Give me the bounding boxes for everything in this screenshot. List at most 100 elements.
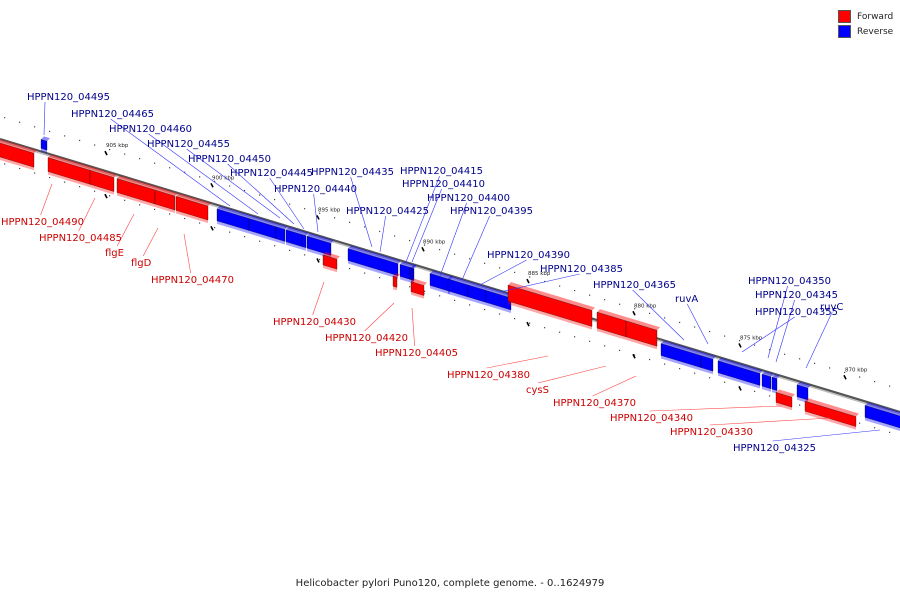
gene-hppn120_04495[interactable] xyxy=(40,136,50,154)
gene-hppn120_04385[interactable] xyxy=(485,287,514,313)
minor-dot xyxy=(319,258,321,261)
tick-label: 900 kbp xyxy=(212,175,235,181)
gene-hppn120_04430[interactable] xyxy=(322,251,340,273)
tick-mark xyxy=(316,258,320,263)
minor-dot xyxy=(559,285,561,287)
minor-dot xyxy=(574,336,576,338)
minor-dot xyxy=(799,404,801,406)
gene-label: HPPN120_04495 xyxy=(27,92,110,103)
minor-dot xyxy=(109,195,111,197)
minor-dot xyxy=(79,186,81,188)
leader-line xyxy=(227,163,295,225)
minor-dot xyxy=(679,321,681,324)
gene-label: HPPN120_04460 xyxy=(109,124,192,135)
minor-dot xyxy=(499,313,501,315)
gene-label: HPPN120_04345 xyxy=(755,290,838,301)
tick-mark xyxy=(104,193,108,199)
leader-line xyxy=(312,281,325,316)
minor-dot xyxy=(409,239,411,242)
gene-label: HPPN120_04440 xyxy=(274,184,357,195)
minor-dot xyxy=(514,271,516,273)
gene-hppn120_04345[interactable] xyxy=(771,374,780,394)
gene-hppn120_04350[interactable] xyxy=(761,371,774,392)
gene-label: HPPN120_04365 xyxy=(593,280,676,291)
gene-hppn120_04445[interactable] xyxy=(301,231,309,251)
gene-hppn120_04330[interactable] xyxy=(804,398,859,430)
gene-label: HPPN120_04370 xyxy=(553,398,636,409)
leader-line xyxy=(649,405,783,412)
legend-label-forward: Forward xyxy=(857,11,894,22)
minor-dot xyxy=(724,335,726,337)
leader-line xyxy=(411,188,442,263)
gene-hppn120_04435[interactable] xyxy=(347,245,401,279)
gene-hppn120_04325[interactable] xyxy=(864,402,900,431)
gene-hppn120_04455[interactable] xyxy=(275,223,288,245)
minor-dot xyxy=(874,380,876,383)
leader-line xyxy=(775,299,795,363)
gene-hppn120_04405[interactable] xyxy=(410,278,427,299)
gene-label: HPPN120_04490 xyxy=(1,217,84,228)
minor-dot xyxy=(49,176,51,179)
gene-unnamed[interactable] xyxy=(0,138,37,171)
axis-shadow xyxy=(0,140,900,415)
minor-dot xyxy=(574,289,576,292)
gene-hppn120_04470[interactable] xyxy=(175,193,211,224)
gene-hppn120_04460[interactable] xyxy=(248,215,279,242)
gene-ruvc[interactable] xyxy=(796,381,811,404)
gene-hppn120_04355[interactable] xyxy=(717,357,763,389)
minor-dot xyxy=(469,258,471,260)
tick-label: 875 kbp xyxy=(740,335,763,341)
gene-label: HPPN120_04400 xyxy=(427,193,510,204)
gene-label: HPPN120_04385 xyxy=(540,264,623,275)
minor-dot xyxy=(349,267,351,270)
leader-line xyxy=(686,303,709,345)
tick-mark xyxy=(210,225,214,231)
gene-label: cysS xyxy=(526,385,549,396)
gene-hppn120_04380[interactable] xyxy=(507,282,595,330)
minor-dot xyxy=(844,371,846,374)
legend-item-reverse: Reverse xyxy=(838,24,893,39)
minor-dot xyxy=(304,254,306,256)
gene-ruva[interactable] xyxy=(700,352,716,375)
minor-dot xyxy=(784,353,786,355)
leader-line xyxy=(477,259,527,287)
leader-line xyxy=(439,202,467,277)
gene-label: HPPN120_04410 xyxy=(402,179,485,190)
minor-dot xyxy=(184,217,186,220)
leader-line xyxy=(269,177,305,230)
minor-dot xyxy=(259,194,261,196)
leader-line xyxy=(709,417,831,426)
gene-hppn120_04370[interactable] xyxy=(625,317,660,350)
minor-dot xyxy=(649,312,651,314)
gene-hppn120_04490[interactable] xyxy=(47,154,93,188)
gene-hppn120_04425[interactable] xyxy=(399,261,413,283)
gene-hppn120_04390[interactable] xyxy=(467,281,489,306)
gene-hppn120_04400[interactable] xyxy=(429,270,453,295)
minor-dot xyxy=(799,358,801,360)
minor-dot xyxy=(139,204,141,206)
gene-hppn120_04420[interactable] xyxy=(392,273,400,291)
minor-dot xyxy=(559,331,561,333)
minor-dot xyxy=(199,176,201,178)
minor-dot xyxy=(529,322,531,324)
gene-hppn120_04340[interactable] xyxy=(775,389,795,411)
gene-hppn120_04485[interactable] xyxy=(89,167,117,195)
gene-hppn120_04465[interactable] xyxy=(216,205,252,234)
minor-dot xyxy=(259,240,261,242)
minor-dot xyxy=(19,167,21,170)
gene-hppn120_04395[interactable] xyxy=(447,275,471,300)
minor-dot xyxy=(634,354,636,356)
gene-flgd[interactable] xyxy=(154,187,178,214)
gene-flge[interactable] xyxy=(116,175,158,208)
gene-hppn120_04450[interactable] xyxy=(285,226,305,250)
gene-label: HPPN120_04420 xyxy=(325,333,408,344)
minor-dot xyxy=(154,162,156,164)
minor-dot xyxy=(34,172,36,174)
minor-dot xyxy=(34,126,36,128)
gene-cyss[interactable] xyxy=(596,309,629,340)
gene-label: HPPN120_04405 xyxy=(375,348,458,359)
legend-item-forward: Forward xyxy=(838,9,893,24)
leader-line xyxy=(767,285,788,359)
leader-line xyxy=(78,197,96,232)
gene-label: HPPN120_04450 xyxy=(188,154,271,165)
